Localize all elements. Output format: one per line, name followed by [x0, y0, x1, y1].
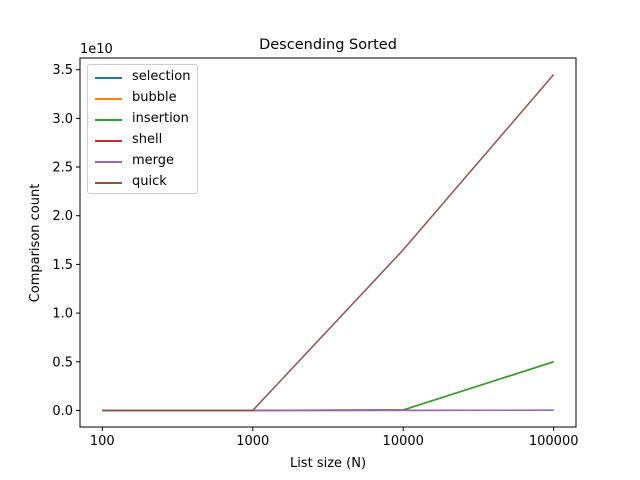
- legend-item: quick: [88, 172, 199, 193]
- x-ticks: 100 1000 10000 100000: [90, 427, 579, 449]
- y-offset-label: 1e10: [80, 42, 113, 57]
- x-axis-label: List size (N): [290, 456, 366, 471]
- legend-item: merge: [88, 151, 199, 172]
- legend-swatch: [95, 140, 122, 142]
- legend-label: insertion: [132, 111, 189, 126]
- legend: selection bubble insertion shell merge quick: [87, 64, 198, 194]
- legend-swatch: [95, 182, 122, 184]
- x-tick-label: 10000: [383, 434, 424, 449]
- y-ticks: 0.0 0.5 1.0 1.5 2.0 2.5 3.0 3.5: [52, 63, 80, 419]
- x-tick-label: 1000: [236, 434, 269, 449]
- x-tick-label: 100000: [529, 434, 579, 449]
- y-tick-label: 0.0: [52, 404, 73, 419]
- legend-label: merge: [132, 153, 175, 168]
- legend-swatch: [95, 119, 122, 121]
- y-tick-label: 3.0: [52, 112, 73, 127]
- y-tick-label: 2.0: [52, 209, 73, 224]
- legend-label: selection: [132, 69, 191, 84]
- legend-item: selection: [88, 67, 199, 88]
- y-tick-label: 0.5: [52, 355, 73, 370]
- legend-label: bubble: [132, 90, 177, 105]
- y-tick-label: 1.0: [52, 307, 73, 322]
- legend-swatch: [95, 161, 122, 163]
- y-tick-label: 2.5: [52, 161, 73, 176]
- y-axis-label: Comparison count: [28, 184, 43, 303]
- y-tick-label: 3.5: [52, 63, 73, 78]
- plot-frame: [79, 57, 577, 428]
- y-tick-label: 1.5: [52, 258, 73, 273]
- x-tick-label: 100: [90, 434, 115, 449]
- plot-lines: [102, 74, 555, 412]
- legend-swatch: [95, 98, 122, 100]
- legend-item: shell: [88, 130, 199, 151]
- legend-label: quick: [132, 174, 167, 189]
- series-line-quick: [102, 74, 555, 412]
- legend-item: bubble: [88, 88, 199, 109]
- chart-title: Descending Sorted: [259, 37, 397, 53]
- legend-swatch: [95, 77, 122, 79]
- legend-label: shell: [132, 132, 163, 147]
- legend-item: insertion: [88, 109, 199, 130]
